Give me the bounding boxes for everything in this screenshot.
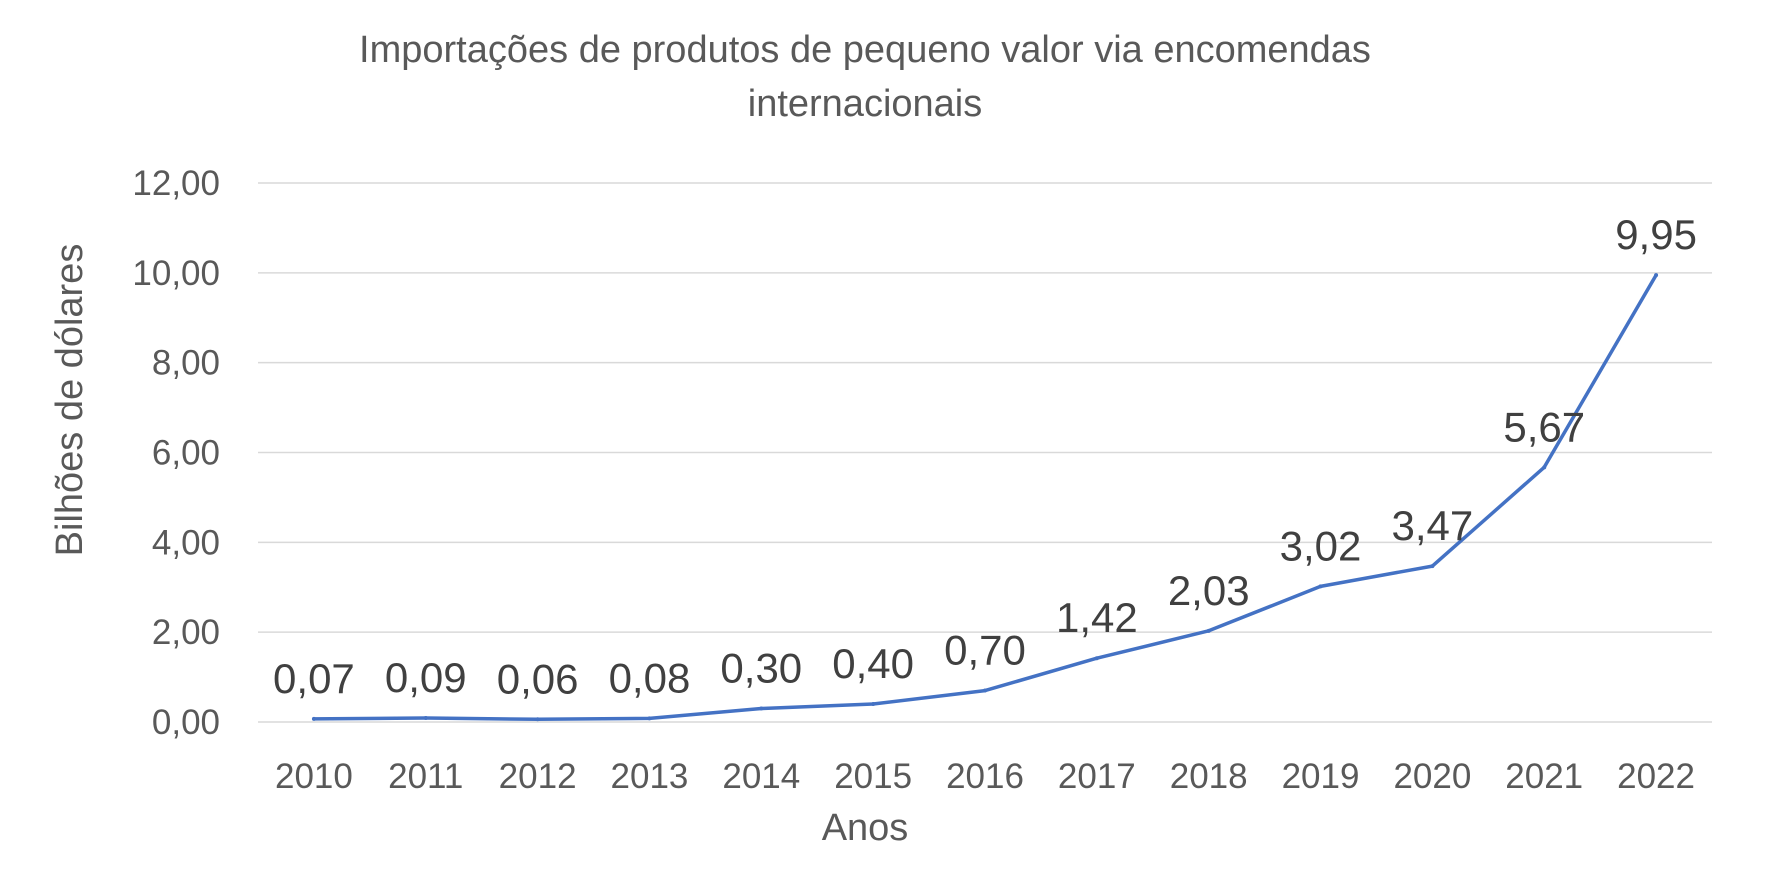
x-tick-label: 2017 (1058, 757, 1136, 796)
chart-title-line-2: internacionais (748, 83, 982, 125)
data-label: 3,02 (1280, 522, 1362, 569)
y-tick-label: 2,00 (152, 613, 220, 652)
y-tick-label: 6,00 (152, 434, 220, 473)
x-axis-title: Anos (822, 807, 909, 849)
x-tick-label: 2010 (275, 757, 353, 796)
data-labels: 0,07 0,09 0,06 0,08 0,30 0,40 0,70 1,42 2,03 3,02… (273, 211, 1697, 702)
data-point (1094, 656, 1099, 661)
data-point (1318, 584, 1323, 589)
data-label: 0,09 (385, 654, 467, 701)
x-tick-label: 2014 (722, 757, 800, 796)
data-label: 3,47 (1392, 502, 1474, 549)
y-tick-label: 0,00 (152, 703, 220, 742)
x-tick-label: 2011 (388, 757, 463, 796)
data-label: 0,70 (944, 627, 1026, 674)
x-tick-label: 2013 (611, 757, 689, 796)
data-label: 2,03 (1168, 567, 1250, 614)
y-tick-label: 12,00 (132, 164, 220, 203)
x-tick-label: 2021 (1505, 757, 1583, 796)
x-tick-label: 2015 (834, 757, 912, 796)
data-point (535, 717, 540, 722)
x-tick-label: 2019 (1282, 757, 1360, 796)
series-layer (311, 273, 1659, 722)
gridlines (258, 182, 1712, 723)
data-point (983, 688, 987, 693)
x-tick-label: 2016 (946, 757, 1024, 796)
x-axis-ticks: 2010 2011 2012 2013 2014 2015 2016 2017 2018 2019… (275, 757, 1695, 796)
data-point (423, 715, 428, 720)
y-tick-label: 8,00 (152, 344, 220, 383)
y-axis-title: Bilhões de dólares (49, 244, 91, 557)
data-point (311, 716, 316, 721)
data-point (1206, 628, 1211, 633)
x-tick-label: 2018 (1170, 757, 1248, 796)
data-label: 5,67 (1503, 403, 1585, 450)
chart-title-line-1: Importações de produtos de pequeno valor… (359, 29, 1371, 71)
data-label: 0,07 (273, 655, 355, 702)
data-label: 0,40 (832, 640, 914, 687)
data-label: 9,95 (1615, 211, 1697, 258)
data-label: 1,42 (1056, 594, 1138, 641)
data-point (1654, 273, 1659, 278)
data-label: 0,30 (720, 645, 802, 692)
data-point (871, 702, 876, 707)
data-point (647, 716, 652, 721)
x-tick-label: 2020 (1393, 757, 1471, 796)
y-tick-label: 4,00 (152, 523, 220, 562)
x-tick-label: 2012 (499, 757, 577, 796)
data-label: 0,06 (497, 655, 579, 702)
chart-title: Importações de produtos de pequeno valor… (359, 29, 1371, 125)
x-tick-label: 2022 (1617, 757, 1695, 796)
y-tick-label: 10,00 (132, 254, 220, 293)
data-point (1430, 564, 1435, 569)
data-point (1542, 465, 1547, 470)
data-point (759, 706, 764, 711)
y-axis-ticks: 0,00 2,00 4,00 6,00 8,00 10,00 12,00 (132, 164, 220, 742)
data-label: 0,08 (609, 654, 691, 701)
